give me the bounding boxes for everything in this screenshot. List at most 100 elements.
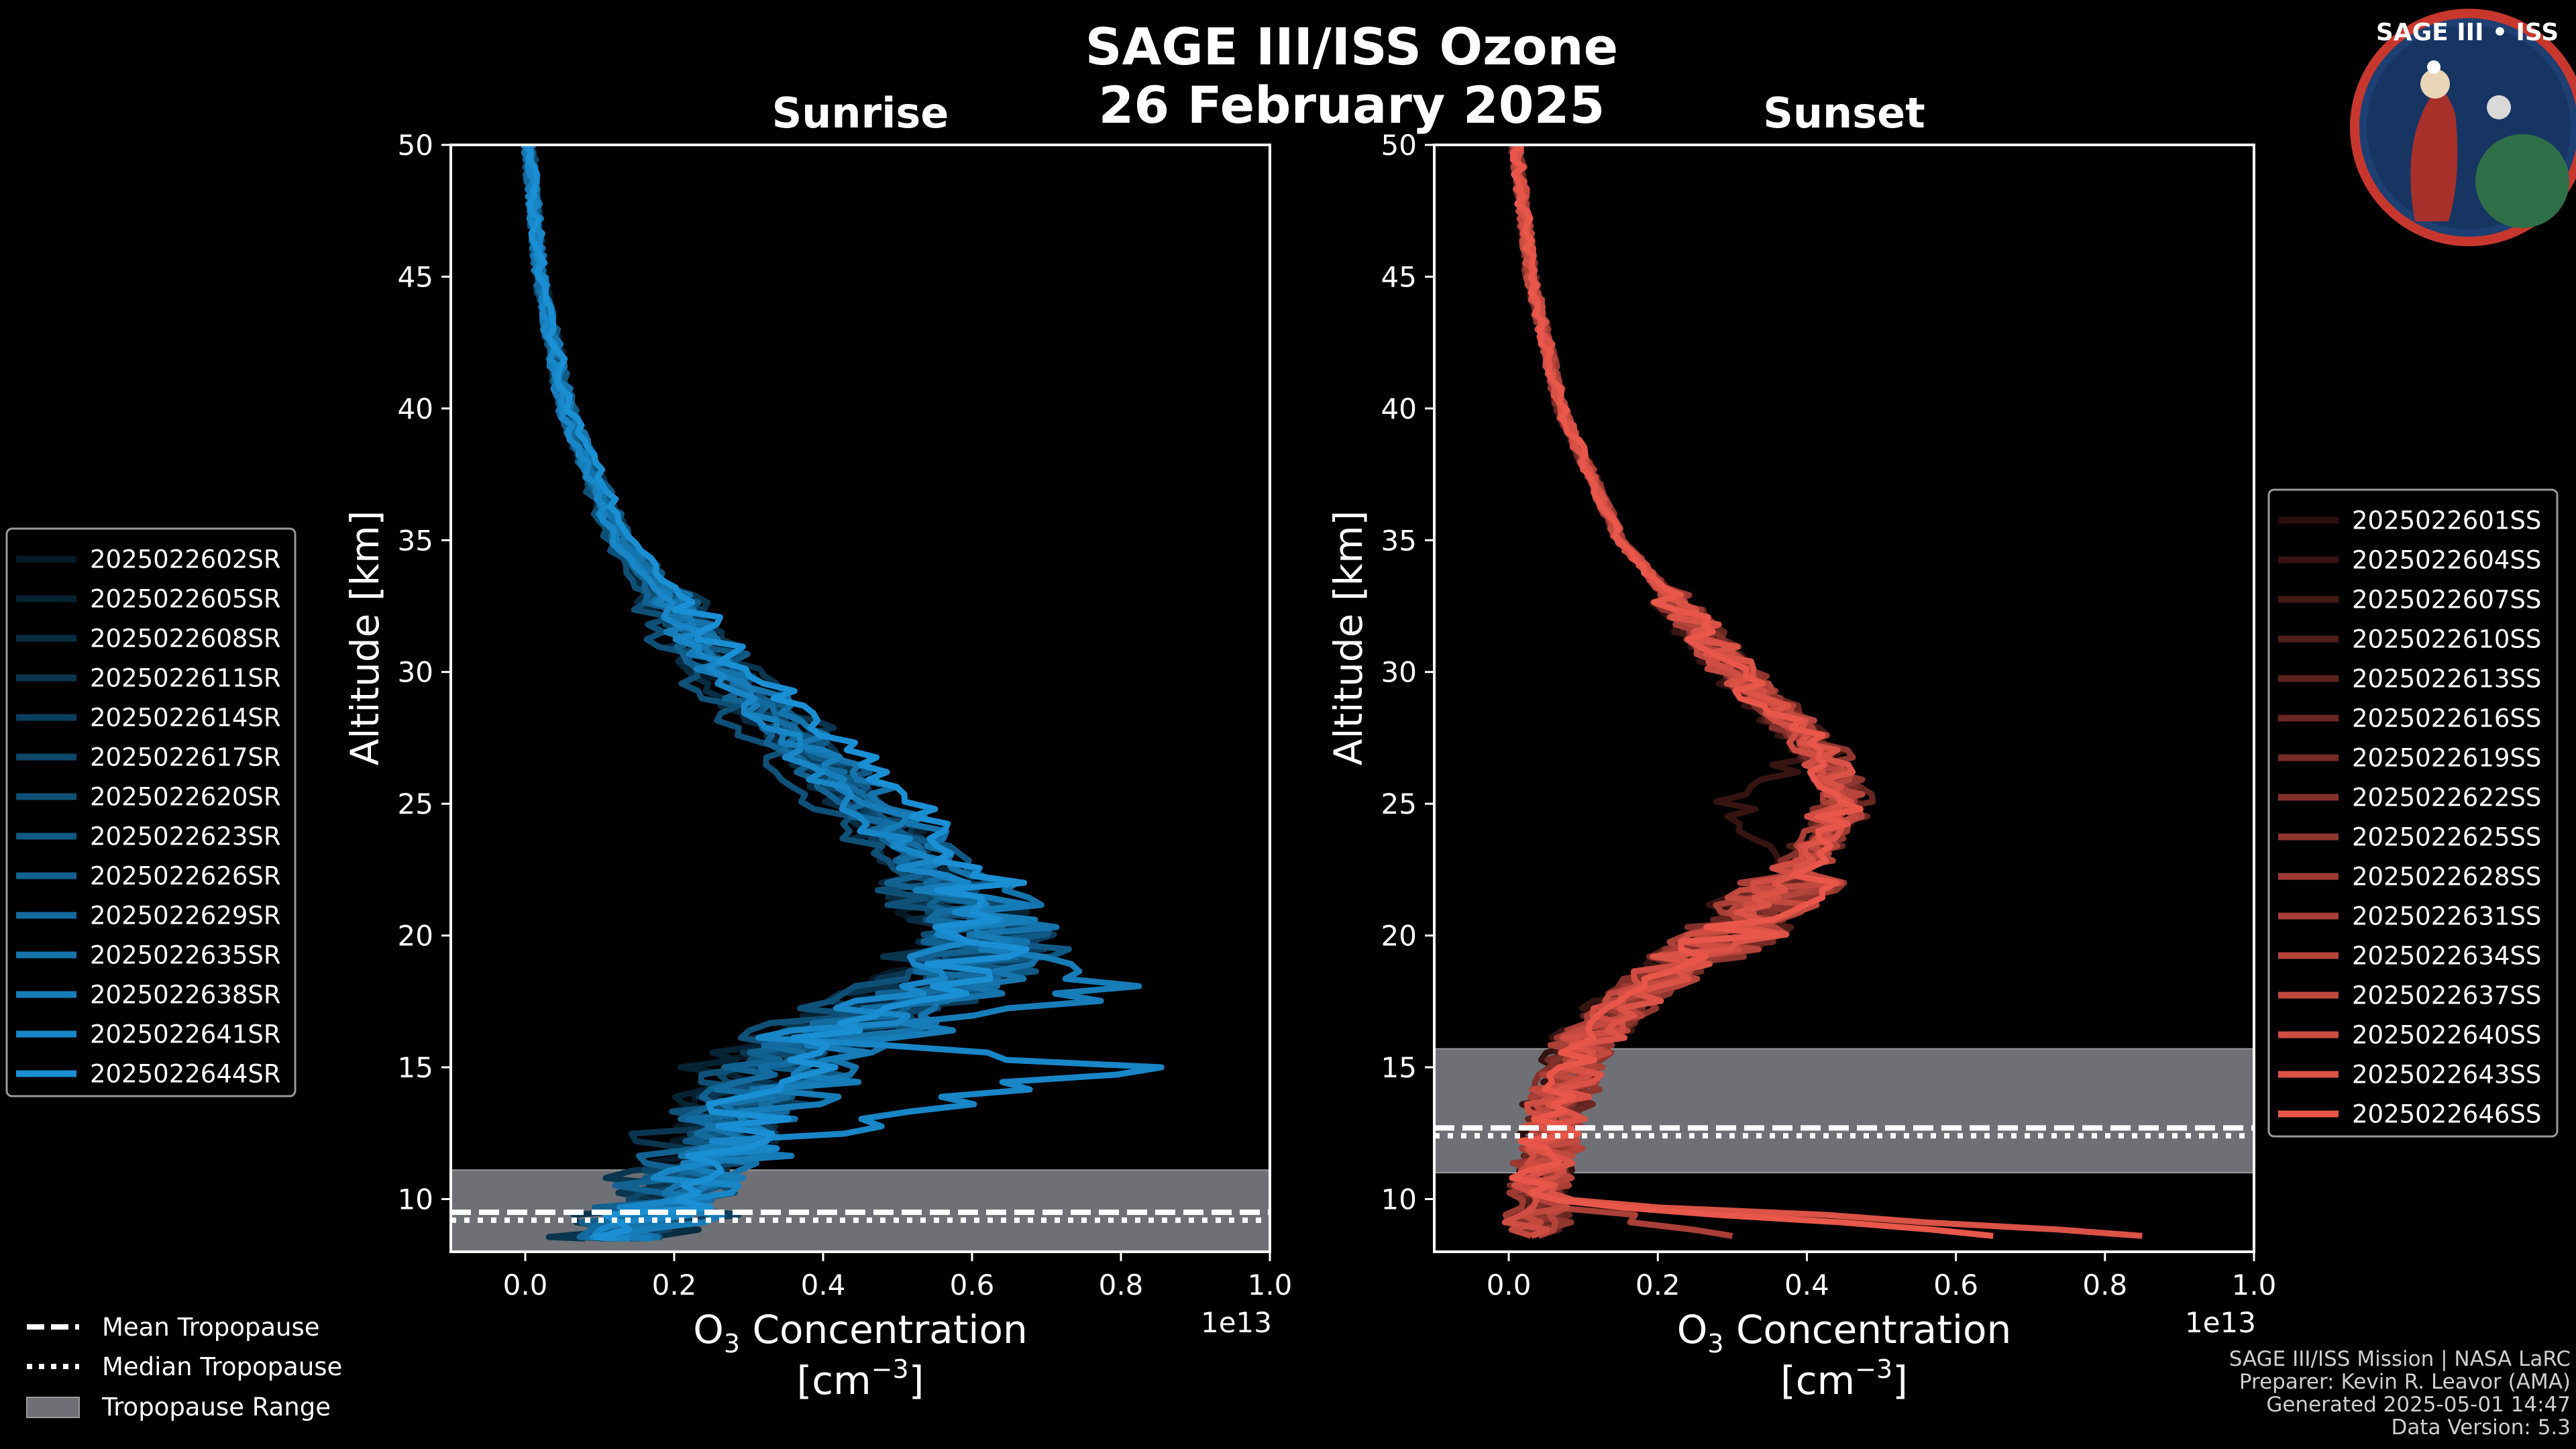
x-tick-label: 0.0 xyxy=(1487,1269,1532,1301)
credit-line: SAGE III/ISS Mission | NASA LaRC xyxy=(2229,1347,2571,1371)
legend-entry-label: 2025022619SS xyxy=(2352,744,2541,773)
staff-orb-icon xyxy=(2427,60,2440,74)
x-tick-label: 0.4 xyxy=(801,1269,846,1301)
y-tick-label: 50 xyxy=(398,129,433,162)
y-tick-label: 40 xyxy=(398,392,433,425)
legend-box xyxy=(5,527,297,1097)
legend-entry-label: 2025022611SR xyxy=(90,664,281,693)
credit-line: Generated 2025-05-01 14:47 xyxy=(2266,1393,2571,1417)
legend-entry-label: 2025022625SS xyxy=(2352,823,2541,852)
y-tick-label: 45 xyxy=(1381,260,1417,293)
x-tick-label: 0.8 xyxy=(2082,1269,2127,1301)
legend-entry-label: 2025022629SR xyxy=(90,902,281,930)
legend-entry-label: 2025022635SR xyxy=(90,941,281,970)
axes-frame xyxy=(449,144,1271,1253)
legend-entry-label: 2025022644SR xyxy=(90,1060,281,1089)
legend-entry-label: 2025022641SR xyxy=(90,1020,281,1049)
panel-title: Sunset xyxy=(1763,89,1925,138)
legend-entry-label: 2025022608SR xyxy=(90,625,281,653)
x-tick-label: 0.6 xyxy=(950,1269,995,1301)
x-tick-label: 0.8 xyxy=(1099,1269,1144,1301)
y-tick-label: 15 xyxy=(398,1051,433,1084)
y-tick-label: 40 xyxy=(1381,392,1417,425)
y-tick-label: 35 xyxy=(398,524,433,557)
y-tick-label: 20 xyxy=(1381,920,1417,953)
sunset-panel: 0.0 0.2 0.4 0.6 0.8 1.0 10 15 20 25 30 35 40 45 50 1e13… xyxy=(1326,89,2276,1403)
figure-title-line2: 26 February 2025 xyxy=(1099,75,1605,135)
y-tick-label: 10 xyxy=(398,1183,433,1216)
profile-lines xyxy=(521,145,1165,1242)
legend-entry-label: 2025022610SS xyxy=(2352,625,2541,654)
x-axis-unit-label: [cm−3] xyxy=(797,1354,924,1403)
x-tick-label: 1.0 xyxy=(1248,1269,1293,1301)
y-tick-label: 50 xyxy=(1381,129,1417,162)
legend-entry-label: 2025022617SR xyxy=(90,743,281,772)
x-axis-label: O3 Concentration xyxy=(1677,1307,2012,1358)
legend-entry-label: 2025022604SS xyxy=(2352,546,2541,575)
figure-title-line1: SAGE III/ISS Ozone xyxy=(1085,17,1618,76)
tropopause-legend: Mean Tropopause Median Tropopause Tropop… xyxy=(26,1313,342,1421)
x-tick-label: 0.6 xyxy=(1933,1269,1978,1301)
legend-entry-label: 2025022640SS xyxy=(2352,1021,2541,1050)
x-offset-label: 1e13 xyxy=(2185,1306,2256,1339)
credits-block: SAGE III/ISS Mission | NASA LaRC Prepare… xyxy=(2229,1347,2571,1440)
axes-frame xyxy=(1433,144,2255,1253)
y-tick-label: 30 xyxy=(1381,656,1417,689)
sunrise-panel: 0.0 0.2 0.4 0.6 0.8 1.0 10 15 20 25 30 35 40 45 50 1e13… xyxy=(342,89,1292,1403)
legend-entry-label: 2025022637SS xyxy=(2352,981,2541,1010)
legend-entry-label: 2025022613SS xyxy=(2352,665,2541,694)
y-tick-label: 45 xyxy=(398,260,433,293)
y-tick-label: 10 xyxy=(1381,1183,1417,1216)
legend-entry-label: 2025022607SS xyxy=(2352,586,2541,614)
credit-line: Data Version: 5.3 xyxy=(2392,1415,2571,1440)
legend-entry-label: 2025022631SS xyxy=(2352,902,2541,931)
legend-entry-label: 2025022601SS xyxy=(2352,506,2541,535)
x-tick-label: 1.0 xyxy=(2232,1269,2277,1301)
legend-box xyxy=(2267,488,2559,1138)
legend-entry-label: 2025022638SR xyxy=(90,981,281,1010)
y-tick-label: 15 xyxy=(1381,1051,1417,1084)
panel-title: Sunrise xyxy=(772,89,949,138)
legend-entry-label: 2025022614SR xyxy=(90,704,281,733)
legend-entry-label: 2025022605SR xyxy=(90,585,281,614)
sunrise-legend: 2025022602SR 2025022605SR 2025022608SR 2025… xyxy=(5,527,297,1097)
tropopause-range-label: Tropopause Range xyxy=(101,1393,331,1421)
profile-line-2025022646SS xyxy=(1509,145,1994,1239)
legend-entry-label: 2025022622SS xyxy=(2352,784,2541,812)
x-tick-label: 0.0 xyxy=(503,1269,548,1301)
legend-entry-label: 2025022643SS xyxy=(2352,1061,2541,1089)
sage-iii-iss-logo: SAGE III • ISS xyxy=(2350,9,2576,246)
legend-entry-label: 2025022626SR xyxy=(90,862,281,891)
legend-entry-label: 2025022634SS xyxy=(2352,942,2541,971)
tropopause-range-swatch xyxy=(26,1397,80,1418)
legend-entry-label: 2025022623SR xyxy=(90,822,281,851)
y-tick-label: 25 xyxy=(398,788,433,820)
y-tick-label: 35 xyxy=(1381,524,1417,557)
legend-entry-label: 2025022620SR xyxy=(90,783,281,812)
x-tick-label: 0.2 xyxy=(652,1269,697,1301)
earth-icon xyxy=(2475,134,2569,228)
y-axis-label: Altitude [km] xyxy=(342,511,388,765)
median-tropopause-label: Median Tropopause xyxy=(102,1352,342,1381)
x-offset-label: 1e13 xyxy=(1201,1306,1272,1339)
x-axis-unit-label: [cm−3] xyxy=(1780,1354,1908,1403)
y-axis-label: Altitude [km] xyxy=(1326,511,1371,765)
credit-line: Preparer: Kevin R. Leavor (AMA) xyxy=(2239,1370,2571,1394)
mean-tropopause-label: Mean Tropopause xyxy=(102,1313,320,1342)
y-tick-label: 25 xyxy=(1381,788,1417,820)
logo-title: SAGE III • ISS xyxy=(2376,19,2559,46)
y-tick-label: 30 xyxy=(398,656,433,689)
figure-robe-icon xyxy=(2410,90,2458,221)
profile-lines xyxy=(1501,145,2143,1239)
legend-entry-label: 2025022628SS xyxy=(2352,863,2541,892)
figure-head-icon xyxy=(2420,69,2450,99)
legend-entry-label: 2025022602SR xyxy=(90,545,281,574)
sunset-legend: 2025022601SS 2025022604SS 2025022607SS 2025… xyxy=(2267,488,2559,1138)
x-tick-label: 0.2 xyxy=(1635,1269,1680,1301)
y-tick-label: 20 xyxy=(398,920,433,953)
profile-line-2025022641SR xyxy=(521,145,1165,1242)
x-axis-label: O3 Concentration xyxy=(693,1307,1028,1358)
profile-line-2025022644SR xyxy=(525,145,1030,1242)
